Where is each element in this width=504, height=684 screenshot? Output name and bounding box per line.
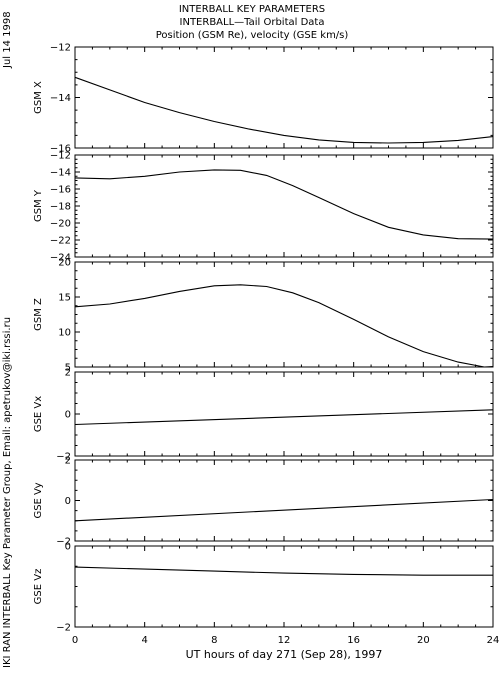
- x-tick-label: 20: [417, 635, 430, 646]
- y-tick-label: −14: [50, 93, 71, 104]
- y-axis-label: GSE Vx: [33, 396, 44, 432]
- y-tick-label: −14: [50, 168, 71, 179]
- y-tick-label: −2: [56, 623, 71, 634]
- y-tick-label: −12: [50, 43, 71, 54]
- y-tick-label: 5: [65, 363, 71, 374]
- panel-frame-1: [74, 154, 494, 258]
- y-axis-label: GSE Vy: [33, 482, 44, 518]
- y-tick-label: 15: [58, 293, 71, 304]
- y-tick-label: −24: [50, 253, 71, 264]
- y-axis-label: GSM Z: [33, 298, 44, 331]
- y-tick-label: 20: [58, 258, 71, 269]
- panel-frame-5: [74, 545, 494, 628]
- series-line-3: [74, 409, 494, 426]
- x-tick-label: 12: [278, 635, 291, 646]
- panel-frame-2: [74, 261, 494, 368]
- y-tick-label: 0: [65, 542, 71, 553]
- panel-frame-0: [74, 46, 494, 149]
- y-tick-label: −12: [50, 151, 71, 162]
- y-tick-label: −18: [50, 202, 71, 213]
- y-tick-label: 0: [65, 410, 71, 421]
- y-tick-label: 2: [65, 456, 71, 467]
- y-tick-label: 0: [65, 496, 71, 507]
- y-tick-label: −2: [56, 452, 71, 463]
- y-tick-label: −2: [56, 537, 71, 548]
- y-tick-label: 2: [65, 368, 71, 379]
- series-line-1: [74, 169, 494, 240]
- x-axis-label: UT hours of day 271 (Sep 28), 1997: [185, 648, 383, 661]
- x-tick-label: 4: [141, 635, 147, 646]
- y-tick-label: −22: [50, 236, 71, 247]
- x-tick-label: 16: [347, 635, 360, 646]
- chart-subtitle-2: Position (GSM Re), velocity (GSE km/s): [155, 30, 349, 41]
- y-tick-label: −16: [50, 144, 71, 155]
- panel-frame-4: [74, 459, 494, 542]
- x-tick-label: 0: [72, 635, 78, 646]
- y-axis-label: GSM X: [33, 81, 44, 114]
- series-line-0: [74, 76, 494, 144]
- y-axis-label: GSM Y: [33, 189, 44, 222]
- y-tick-label: −16: [50, 185, 71, 196]
- series-line-4: [74, 498, 494, 522]
- chart-title: INTERBALL KEY PARAMETERS: [178, 4, 326, 15]
- y-axis-label: GSE Vz: [33, 569, 44, 605]
- x-tick-label: 24: [487, 635, 500, 646]
- series-line-5: [74, 566, 493, 576]
- y-tick-label: 10: [58, 328, 71, 339]
- series-line-2: [74, 284, 494, 368]
- chart-subtitle: INTERBALL—Tail Orbital Data: [179, 17, 325, 28]
- x-tick-label: 8: [211, 635, 217, 646]
- y-tick-label: −20: [50, 219, 71, 230]
- panel-frame-3: [74, 371, 494, 457]
